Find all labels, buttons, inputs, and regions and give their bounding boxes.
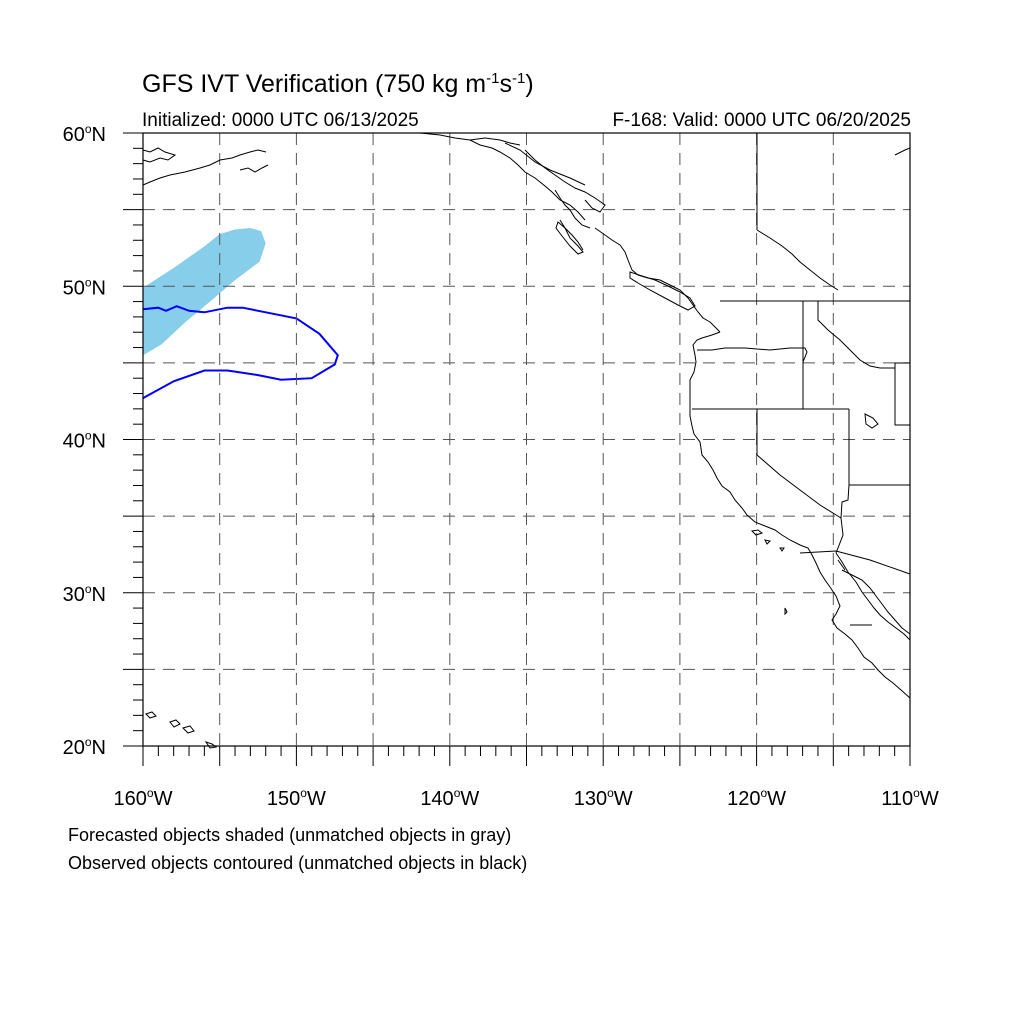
montana-border	[894, 362, 911, 426]
map-title: GFS IVT Verification (750 kg m-1s-1)	[142, 70, 534, 98]
coastlines	[142, 132, 911, 749]
lon-tick-label: 150oW	[267, 786, 326, 810]
bc-coast	[594, 227, 721, 333]
canada-northern-coast	[756, 147, 911, 291]
lat-tick-label: 50oN	[63, 275, 106, 299]
us-mexico-border	[799, 550, 911, 575]
hawaii-islands	[145, 711, 218, 749]
lon-tick-label: 120oW	[727, 786, 786, 810]
objects-layer	[142, 228, 339, 399]
lon-tick-label: 110oW	[881, 786, 939, 810]
lon-tick-label: 130oW	[574, 786, 633, 810]
alaska-canada-border	[504, 133, 758, 230]
nv-ca-border	[756, 409, 842, 519]
initialized-time: Initialized: 0000 UTC 06/13/2025	[142, 110, 419, 131]
lat-tick-label: 20oN	[63, 735, 106, 759]
alaska-coast-west	[142, 147, 269, 186]
alaska-panhandle	[469, 137, 606, 251]
mexico-mainland-coast	[841, 569, 911, 635]
observed-legend-note: Observed objects contoured (unmatched ob…	[68, 853, 528, 873]
observed-object-contour	[142, 305, 339, 399]
id-border	[802, 301, 895, 409]
lat-tick-label: 60oN	[63, 122, 106, 146]
nv-az-border	[835, 409, 910, 554]
channel-islands	[750, 529, 785, 552]
guadalupe-island	[784, 607, 788, 616]
valid-time: F-168: Valid: 0000 UTC 06/20/2025	[612, 110, 911, 131]
baja-east-coast	[835, 552, 911, 641]
us-west-coast	[689, 331, 911, 699]
lat-tick-label: 40oN	[63, 429, 106, 453]
forecast-legend-note: Forecasted objects shaded (unmatched obj…	[68, 825, 512, 845]
haida-gwaii	[555, 221, 584, 255]
axis-labels: 20oN 30oN 40oN 50oN 60oN 160oW 150oW 140oW 130oW…	[63, 122, 939, 810]
lon-tick-label: 140oW	[420, 786, 479, 810]
wa-or-border	[697, 347, 808, 409]
gridlines	[143, 133, 910, 746]
political-borders	[504, 133, 911, 626]
lon-tick-label: 160oW	[114, 786, 173, 810]
forecast-object-shaded	[143, 228, 266, 356]
tick-marks	[123, 132, 911, 766]
vancouver-island	[629, 271, 696, 311]
lat-tick-label: 30oN	[63, 582, 106, 606]
alaska-coast-north	[419, 132, 586, 221]
baja-sonora	[837, 559, 872, 626]
great-salt-lake	[864, 413, 879, 429]
